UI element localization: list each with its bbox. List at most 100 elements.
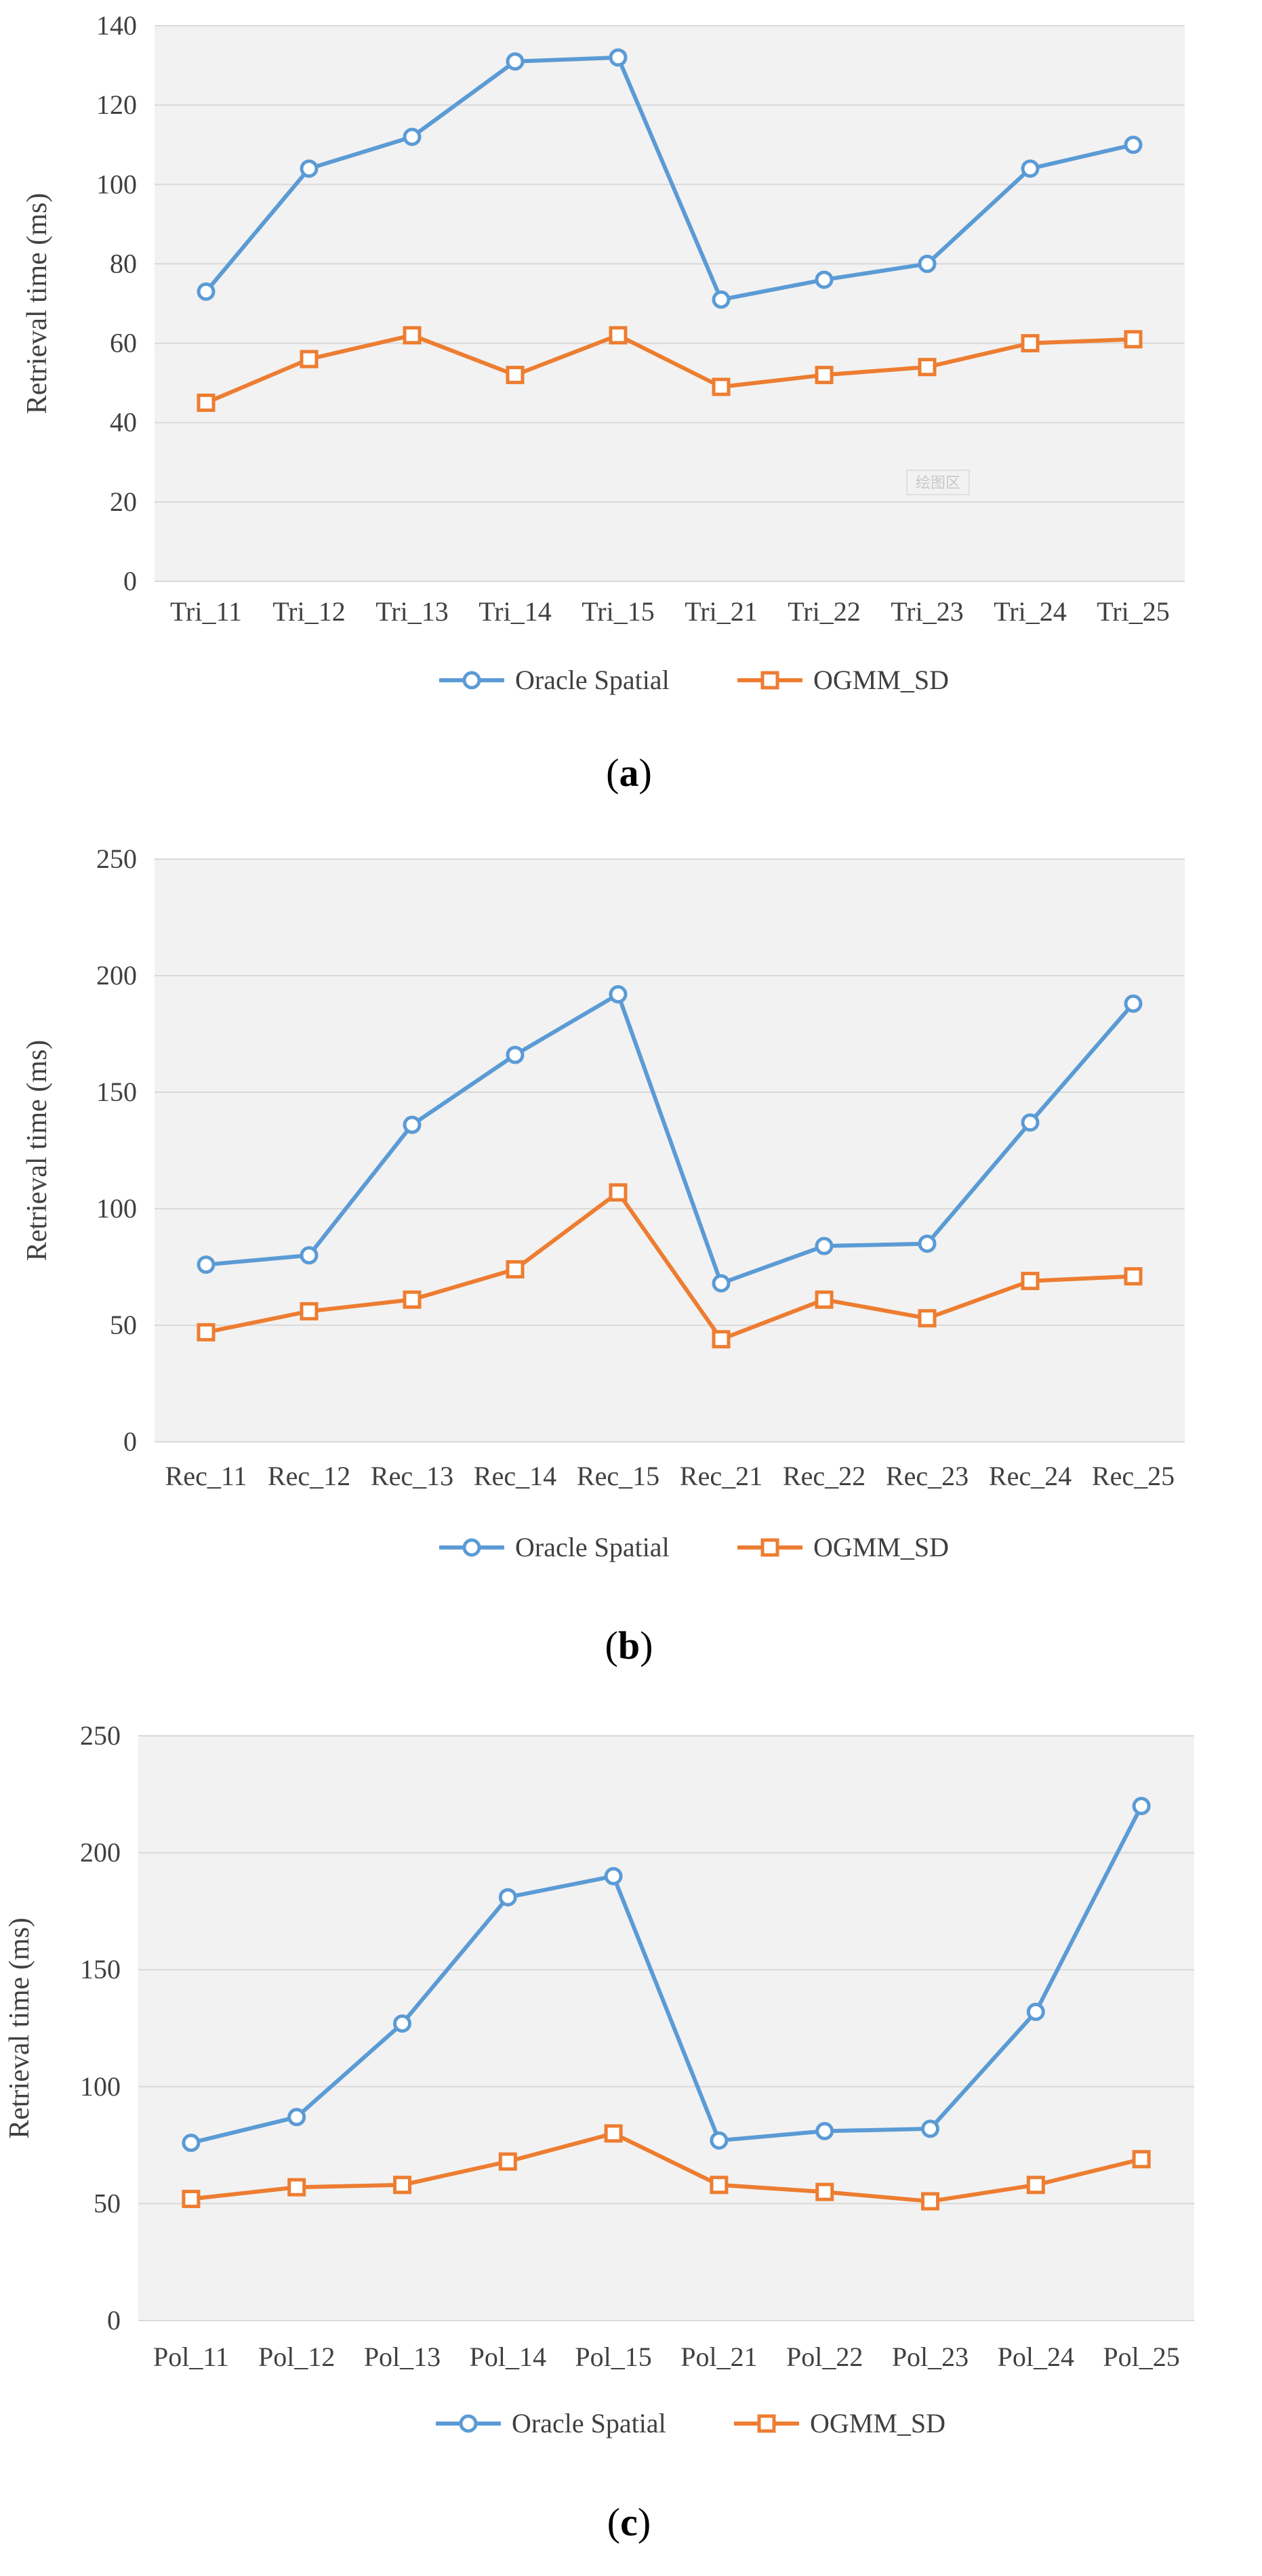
watermark-text: 绘图区 [916, 475, 960, 492]
y-tick-label: 150 [96, 1077, 137, 1107]
data-point-oracle-spatial [403, 127, 422, 146]
x-tick-label: Pol_23 [892, 2342, 969, 2372]
data-point-ogmm-sd [506, 1260, 525, 1279]
series-line-ogmm-sd [205, 333, 1134, 405]
data-point-ogmm-sd [712, 377, 731, 396]
data-point-ogmm-sd [815, 365, 834, 384]
y-tick-label: 0 [123, 566, 137, 596]
data-point-oracle-spatial [815, 270, 834, 289]
data-point-oracle-spatial [815, 2121, 834, 2140]
x-tick-label: Rec_11 [165, 1461, 247, 1491]
data-point-oracle-spatial [498, 1888, 517, 1907]
data-point-oracle-spatial [1124, 136, 1143, 154]
x-tick-label: Tri_21 [685, 596, 757, 627]
data-point-oracle-spatial [609, 48, 628, 67]
caption-paren-close: ) [638, 2500, 651, 2544]
caption-letter: b [618, 1623, 640, 1667]
x-tick-label: Rec_14 [474, 1461, 556, 1491]
data-point-oracle-spatial [403, 1115, 422, 1134]
data-point-ogmm-sd [403, 326, 422, 345]
y-tick-label: 0 [107, 2305, 121, 2335]
y-tick-label: 100 [96, 169, 137, 199]
series-line-ogmm-sd [190, 2131, 1142, 2203]
legend-label: OGMM_SD [810, 2408, 945, 2438]
caption-letter: a [619, 751, 639, 795]
data-point-oracle-spatial [918, 1234, 937, 1253]
series-line-oracle-spatial [190, 1805, 1143, 2145]
x-tick-label: Tri_25 [1097, 596, 1169, 627]
x-tick-label: Tri_15 [582, 596, 654, 627]
data-point-ogmm-sd [300, 350, 319, 369]
legend-label: OGMM_SD [813, 1532, 949, 1562]
y-tick-label: 50 [110, 1310, 137, 1340]
plot-area [138, 1736, 1194, 2321]
legend-marker-circle [462, 1538, 481, 1557]
y-tick-label: 50 [94, 2188, 121, 2218]
y-tick-label: 200 [96, 960, 137, 991]
data-point-oracle-spatial [300, 159, 319, 178]
data-point-oracle-spatial [300, 1246, 319, 1265]
data-point-ogmm-sd [287, 2178, 306, 2197]
data-point-oracle-spatial [921, 2119, 939, 2138]
x-tick-label: Tri_14 [479, 596, 551, 627]
data-point-oracle-spatial [918, 254, 937, 273]
x-tick-label: Rec_24 [989, 1461, 1072, 1491]
chart-panel-c: 0 50 100 150 200 250 Retrieval time (ms) Pol_11… [0, 1699, 1262, 2573]
y-tick-label: 40 [110, 407, 137, 438]
y-axis-label: Retrieval time (ms) [22, 193, 53, 415]
data-point-ogmm-sd [815, 1290, 834, 1309]
x-tick-label: Pol_13 [364, 2342, 441, 2372]
watermark-box [906, 470, 970, 495]
legend-marker-square [760, 1538, 779, 1557]
legend-label: Oracle Spatial [515, 1532, 670, 1562]
y-tick-label: 100 [80, 2071, 121, 2102]
legend-marker-circle [459, 2414, 478, 2433]
caption-letter: c [620, 2500, 638, 2544]
data-point-oracle-spatial [182, 2134, 201, 2153]
data-point-oracle-spatial [287, 2108, 306, 2127]
data-point-oracle-spatial [506, 1045, 525, 1064]
legend-marker-square [757, 2414, 776, 2433]
x-tick-label: Rec_21 [680, 1461, 762, 1491]
data-point-ogmm-sd [197, 1323, 216, 1342]
series-line-oracle-spatial [204, 55, 1134, 302]
x-tick-label: Rec_15 [577, 1461, 659, 1491]
data-point-oracle-spatial [1026, 2002, 1045, 2021]
data-point-ogmm-sd [182, 2189, 201, 2208]
chart-c: 0 50 100 150 200 250 Retrieval time (ms) Pol_11… [4, 1720, 1194, 2544]
chart-a: 0 20 40 60 80 100 120 140 Retrieval time (ms) Tri… [22, 10, 1185, 795]
data-point-oracle-spatial [393, 2014, 411, 2033]
x-tick-label: Pol_11 [153, 2342, 229, 2372]
caption-paren-open: ( [606, 751, 619, 795]
data-point-ogmm-sd [921, 2192, 939, 2211]
data-point-oracle-spatial [506, 52, 525, 71]
data-point-ogmm-sd [1026, 2176, 1045, 2195]
y-tick-label: 20 [110, 486, 137, 517]
legend-label: OGMM_SD [813, 665, 949, 695]
y-tick-label: 150 [80, 1954, 121, 1985]
legend-marker-square [760, 671, 779, 690]
data-point-ogmm-sd [506, 365, 525, 384]
y-axis-label: Retrieval time (ms) [4, 1917, 35, 2139]
data-point-oracle-spatial [604, 1867, 623, 1886]
x-tick-label: Rec_12 [268, 1461, 350, 1491]
data-point-oracle-spatial [712, 290, 731, 309]
y-axis-label: Retrieval time (ms) [22, 1040, 53, 1262]
x-tick-label: Rec_23 [886, 1461, 969, 1491]
data-point-ogmm-sd [918, 358, 937, 377]
data-point-ogmm-sd [918, 1309, 937, 1328]
caption-paren-open: ( [605, 1623, 618, 1667]
data-point-ogmm-sd [197, 393, 216, 412]
caption-paren-close: ) [639, 751, 652, 795]
data-point-oracle-spatial [815, 1237, 834, 1255]
data-point-oracle-spatial [197, 1255, 216, 1274]
figure-caption: (c) [607, 2500, 651, 2544]
x-tick-label: Tri_13 [375, 596, 448, 627]
data-point-oracle-spatial [1132, 1797, 1151, 1816]
y-tick-label: 60 [110, 328, 137, 358]
x-tick-label: Tri_23 [891, 596, 963, 627]
x-tick-label: Tri_24 [994, 596, 1066, 627]
data-point-oracle-spatial [1021, 1113, 1040, 1132]
y-tick-label: 100 [96, 1193, 137, 1224]
data-point-oracle-spatial [609, 985, 628, 1004]
